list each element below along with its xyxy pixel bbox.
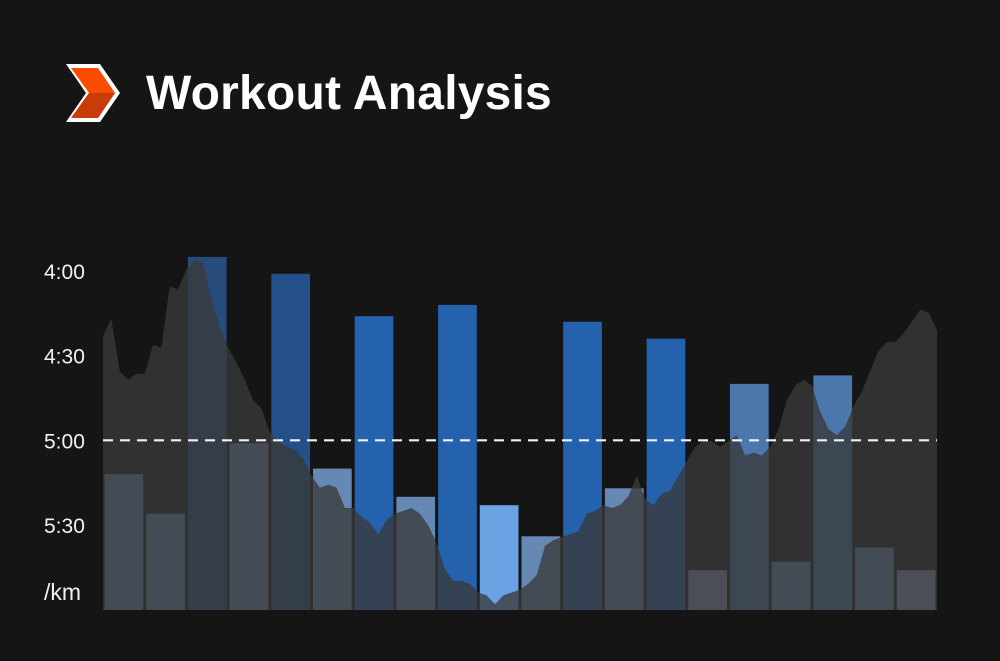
y-tick-label: 4:00	[44, 261, 85, 284]
y-tick-label: 5:30	[44, 515, 85, 538]
y-axis: 4:00 4:30 5:00 5:30/km	[44, 261, 85, 605]
orange-chevron-logo-icon	[66, 64, 120, 122]
y-axis-unit-label: /km	[44, 579, 81, 605]
y-tick-label: 5:00	[44, 430, 85, 453]
bar-9-interval	[438, 304, 477, 610]
y-tick-label: 4:30	[44, 346, 85, 369]
page-title: Workout Analysis	[146, 66, 552, 120]
header: Workout Analysis	[62, 58, 552, 128]
elevation-profile-area	[103, 260, 937, 610]
